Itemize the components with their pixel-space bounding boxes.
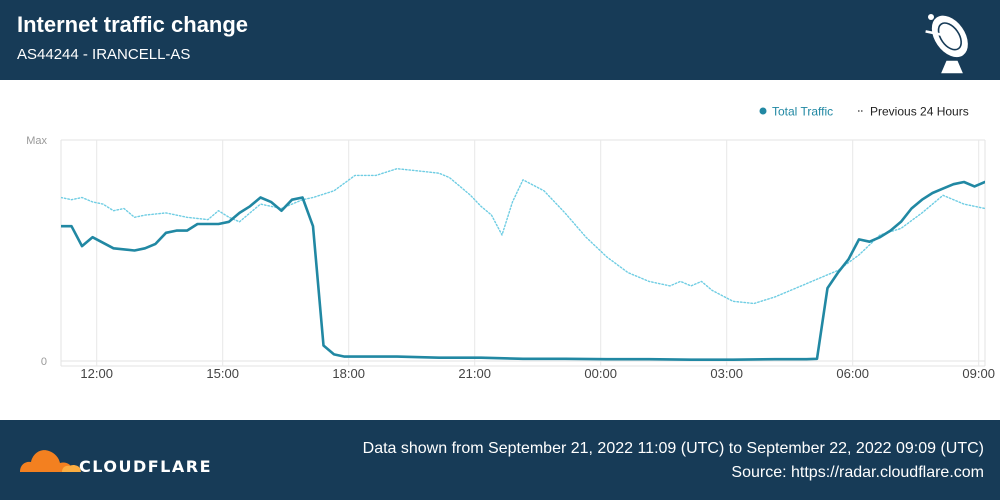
legend-label-total-traffic: Total Traffic bbox=[772, 105, 833, 119]
header-bar: Internet traffic change AS44244 - IRANCE… bbox=[0, 0, 1000, 80]
chart-title: Internet traffic change bbox=[17, 12, 249, 37]
series-line-total-traffic bbox=[61, 180, 985, 361]
chart-grid bbox=[60, 139, 986, 367]
y-axis: 0 Max bbox=[26, 135, 47, 368]
footer-bar: CLOUDFLARE Data shown from September 21,… bbox=[0, 420, 1000, 500]
x-axis: 12:00 15:00 18:00 21:00 00:00 03:00 06:00 09:00 bbox=[80, 366, 995, 381]
x-tick-label: 12:00 bbox=[80, 366, 113, 381]
x-tick-label: 09:00 bbox=[962, 366, 995, 381]
series-line-previous-24-hours bbox=[61, 168, 985, 305]
legend-marker-total-traffic bbox=[759, 107, 767, 115]
x-tick-label: 03:00 bbox=[710, 366, 743, 381]
chart-legend: Total Traffic Previous 24 Hours bbox=[759, 105, 969, 119]
y-tick-label: 0 bbox=[41, 356, 47, 368]
traffic-chart: 0 Max 12:00 15:00 18:00 21:00 00:00 03:00 06:00… bbox=[26, 105, 995, 382]
x-tick-label: 06:00 bbox=[836, 366, 869, 381]
x-tick-label: 15:00 bbox=[206, 366, 239, 381]
source-text: Source: https://radar.cloudflare.com bbox=[731, 464, 984, 481]
cloudflare-logo: CLOUDFLARE bbox=[20, 450, 212, 476]
series-lines bbox=[61, 168, 985, 361]
y-tick-label: Max bbox=[26, 135, 47, 147]
legend-label-previous-24-hours: Previous 24 Hours bbox=[870, 105, 969, 119]
cloudflare-wordmark: CLOUDFLARE bbox=[79, 457, 212, 476]
chart-subtitle: AS44244 - IRANCELL-AS bbox=[17, 46, 191, 63]
date-range-text: Data shown from September 21, 2022 11:09… bbox=[362, 440, 984, 457]
radar-dish-icon bbox=[925, 13, 970, 75]
x-tick-label: 21:00 bbox=[458, 366, 491, 381]
x-tick-label: 00:00 bbox=[584, 366, 617, 381]
x-tick-label: 18:00 bbox=[332, 366, 365, 381]
